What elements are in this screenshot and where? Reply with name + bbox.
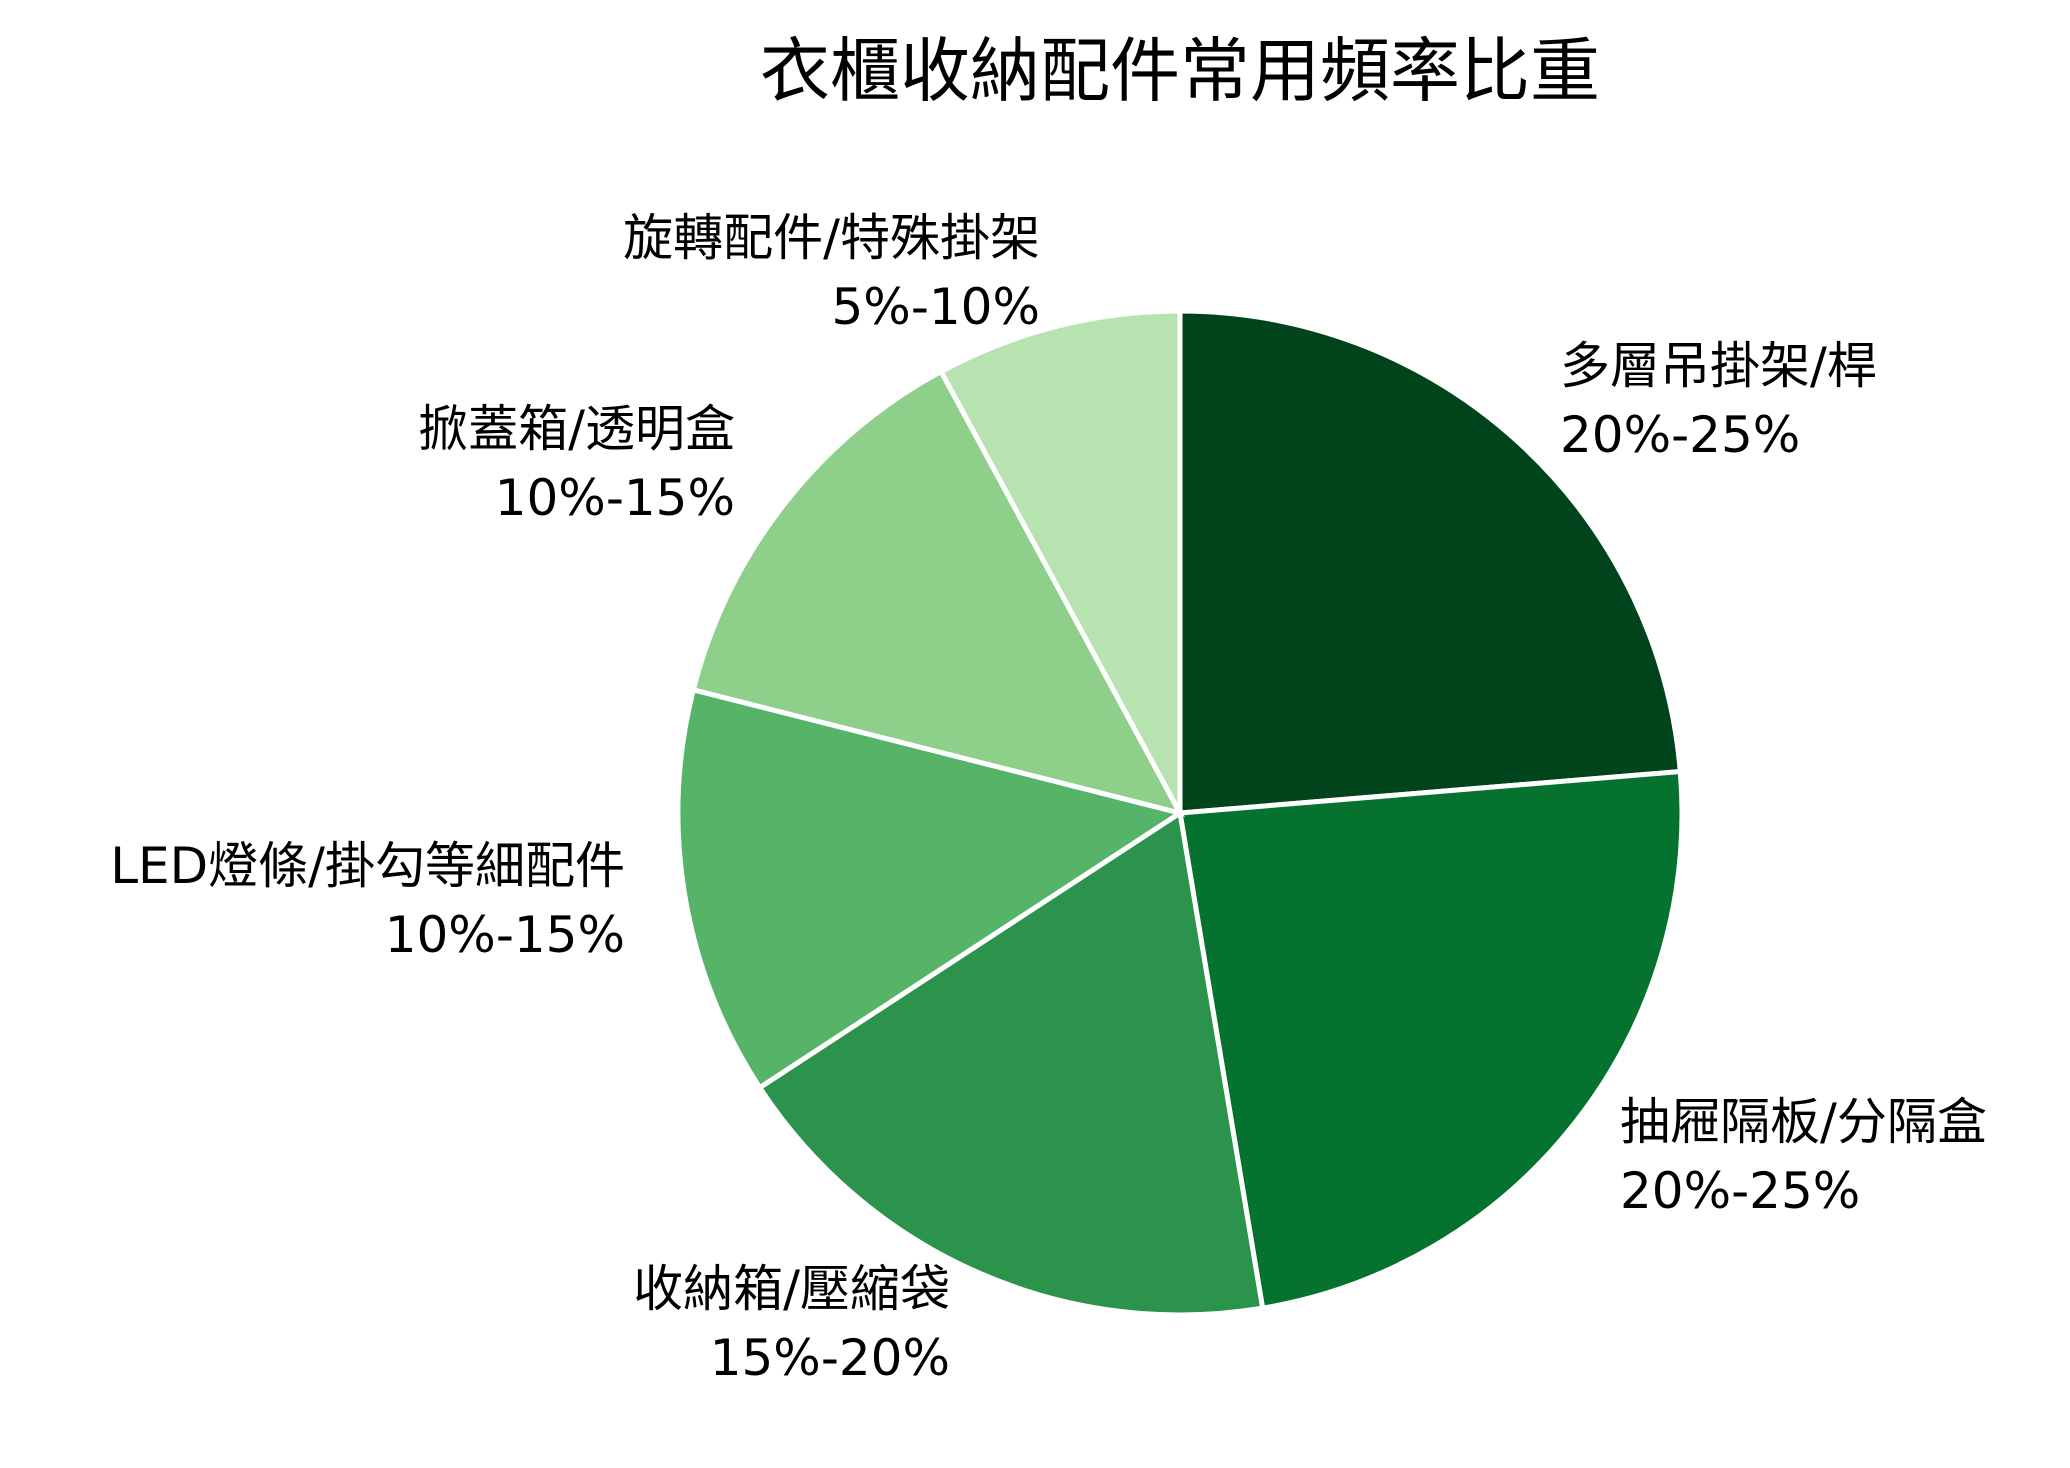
slice-range-1: 20%-25%: [1560, 406, 1800, 464]
slice-label-1: 多層吊掛架/桿: [1560, 337, 1877, 395]
pie-slice-1: [1177, 308, 1683, 816]
slice-label-2: 抽屜隔板/分隔盒: [1620, 1093, 1987, 1151]
pie-slice-6: [937, 308, 1183, 815]
slice-label-5: 掀蓋箱/透明盒: [418, 400, 735, 458]
pie-slices: [675, 308, 1685, 1318]
pie-slice-2: [1177, 768, 1685, 1312]
slice-range-5: 10%-15%: [495, 469, 735, 527]
pie-slice-4: [675, 686, 1187, 1092]
slice-label-4: LED燈條/掛勾等細配件: [110, 837, 625, 895]
slice-range-2: 20%-25%: [1620, 1162, 1860, 1220]
slice-range-3: 15%-20%: [710, 1329, 950, 1387]
slice-label-6: 旋轉配件/特殊掛架: [623, 209, 1040, 267]
slice-range-6: 5%-10%: [832, 278, 1041, 336]
pie-slice-3: [756, 808, 1266, 1318]
chart-title: 衣櫃收納配件常用頻率比重: [760, 30, 1600, 112]
pie-slice-5: [690, 368, 1185, 817]
slice-range-4: 10%-15%: [385, 906, 625, 964]
pie-labels: 多層吊掛架/桿 20%-25% 抽屜隔板/分隔盒 20%-25% 收納箱/壓縮袋 15%-…: [110, 209, 1987, 1387]
slice-label-3: 收納箱/壓縮袋: [633, 1260, 950, 1318]
